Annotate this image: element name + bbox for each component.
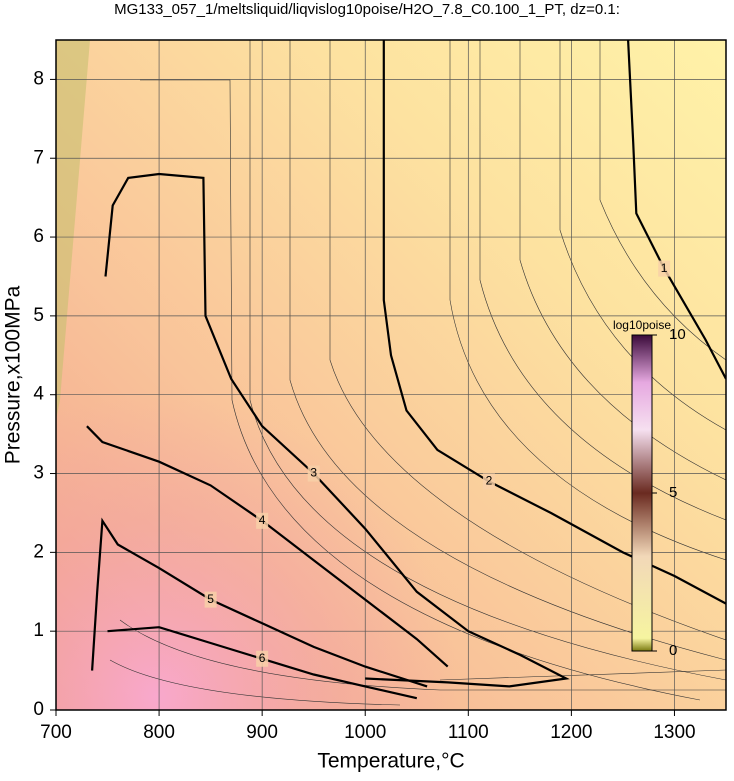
thin-contour xyxy=(249,40,726,681)
plot-frame xyxy=(55,39,727,711)
contour-label: 3 xyxy=(310,466,317,480)
contour-label: 5 xyxy=(207,592,214,606)
contours: 1 2 3 4 5 6 xyxy=(86,40,726,700)
x-axis-label: Temperature,°C xyxy=(317,750,464,773)
x-tick-label: 900 xyxy=(246,722,278,743)
thin-contour xyxy=(289,40,726,661)
thin-contour xyxy=(140,79,701,701)
colorbar-tick-label: 10 xyxy=(669,326,686,343)
colorbar xyxy=(631,334,653,652)
x-tick-label: 1100 xyxy=(448,722,489,743)
contour-label: 6 xyxy=(259,651,266,665)
y-tick-label: 6 xyxy=(33,226,44,247)
y-axis-label: Pressure,x100MPa xyxy=(2,285,25,464)
contour-label: 4 xyxy=(259,513,266,527)
y-tick-label: 1 xyxy=(33,620,44,641)
x-tick-label: 700 xyxy=(40,722,72,743)
thin-contour xyxy=(109,659,401,706)
contour-label-bg xyxy=(256,512,269,529)
dark-band xyxy=(56,40,90,420)
thin-contour xyxy=(599,40,726,361)
x-tick-label: 1300 xyxy=(653,722,695,743)
y-tick-label: 7 xyxy=(33,147,44,168)
x-tick-label: 1000 xyxy=(344,722,386,743)
colorbar-tick-label: 0 xyxy=(669,642,677,659)
y-tick-label: 4 xyxy=(33,384,44,405)
thin-contour xyxy=(119,619,726,691)
contour-label-bg xyxy=(482,473,495,490)
thin-contour xyxy=(519,40,726,481)
y-tick-label: 5 xyxy=(33,305,44,326)
chart-title: MG133_057_1/meltsliquid/liqvislog10poise… xyxy=(114,1,620,18)
thin-contour xyxy=(479,40,726,521)
plot-shading xyxy=(56,40,726,710)
contour-label: 1 xyxy=(661,261,668,275)
x-tick-label: 1200 xyxy=(550,722,592,743)
contour-label-bg xyxy=(307,465,320,482)
x-tick-label: 800 xyxy=(143,722,175,743)
thin-contour xyxy=(559,40,726,431)
thin-contour xyxy=(439,669,726,681)
thin-contour xyxy=(449,40,726,561)
colorbar-tick-label: 5 xyxy=(669,484,677,501)
contour-label-bg xyxy=(204,591,217,608)
contour-label-bg xyxy=(256,650,269,667)
y-tick-label: 8 xyxy=(33,68,44,89)
contour-label-bg xyxy=(658,260,671,277)
y-tick-label: 3 xyxy=(33,463,44,484)
y-tick-label: 2 xyxy=(33,541,44,562)
colorbar-label: log10poise xyxy=(613,318,671,332)
y-tick-label: 0 xyxy=(33,699,44,720)
contour-line xyxy=(91,517,428,688)
contour-label: 2 xyxy=(486,474,493,488)
contour-line xyxy=(627,40,726,380)
